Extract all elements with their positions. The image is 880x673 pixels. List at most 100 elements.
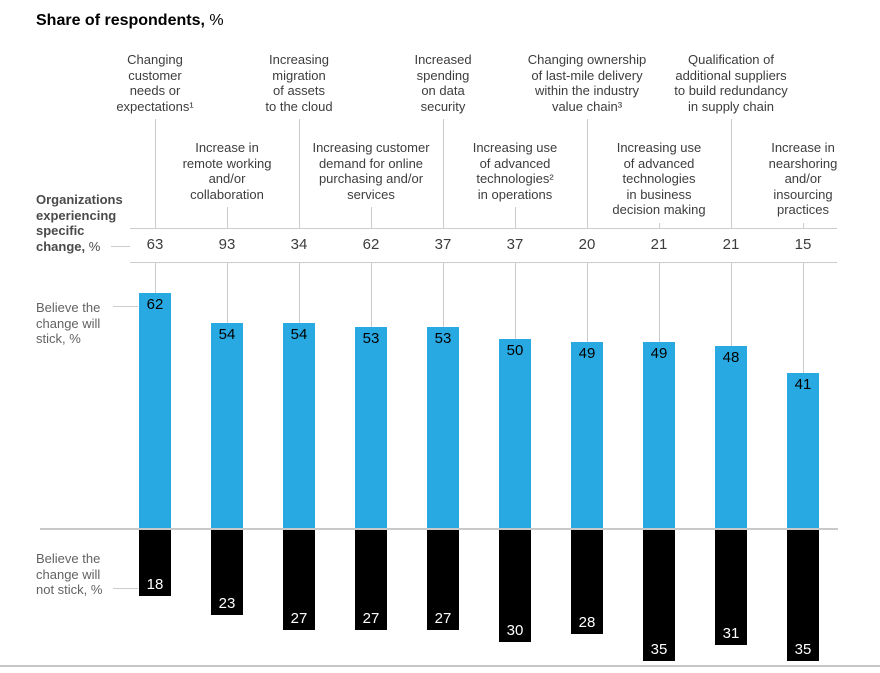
column-header-line: and/or — [784, 171, 822, 186]
stick-bar: 53 — [427, 327, 459, 528]
stick-bar-value: 54 — [218, 326, 236, 344]
header-tick-line — [802, 222, 804, 228]
experiencing-value: 63 — [146, 236, 164, 253]
experiencing-value: 15 — [794, 236, 812, 253]
stick-bar: 48 — [715, 346, 747, 528]
column-header-line: Increase in — [195, 140, 259, 155]
experiencing-value: 93 — [218, 236, 236, 253]
stick-bar-value: 53 — [434, 330, 452, 348]
column-header-line: Changing — [127, 52, 183, 67]
not-stick-bar-value: 27 — [434, 610, 452, 628]
column-header-line: of advanced — [479, 155, 551, 171]
column-header: Increase in nearshoring and/or insourcing pr… — [718, 140, 880, 218]
column-header-line: within the industry — [534, 83, 640, 98]
chart-title-text: Share of respondents, — [36, 12, 205, 29]
connector-line — [586, 262, 588, 343]
label-line: experiencing — [36, 207, 117, 223]
column-header-line: Increasing customer — [312, 140, 430, 155]
stick-bar-value: 41 — [794, 375, 812, 393]
connector-line — [442, 262, 444, 328]
series-label-not-stick: Believe the change will not stick, % — [36, 551, 102, 598]
stick-bar-value: 48 — [722, 349, 740, 367]
column-header: Increasing customer demand for online purc… — [286, 140, 456, 202]
not-stick-bar: 27 — [427, 528, 459, 631]
header-tick-line — [370, 207, 372, 228]
column-header: Increasing migration of assets to the cloud — [214, 52, 384, 114]
column-header-line: technologies² — [476, 171, 554, 186]
header-tick-line — [298, 119, 300, 228]
column-header-line: Increase in — [771, 140, 835, 155]
column-header-line: collaboration — [190, 186, 264, 202]
column-header-line: in business — [626, 186, 692, 202]
chart-title: Share of respondents, % — [36, 12, 224, 30]
not-stick-bar: 27 — [283, 528, 315, 631]
column-header-line: of advanced — [623, 155, 695, 171]
header-tick-line — [514, 207, 516, 228]
not-stick-bar: 31 — [715, 528, 747, 646]
stick-bar: 41 — [787, 372, 819, 528]
column-header-line: of assets — [272, 83, 326, 98]
stick-bar-value: 49 — [578, 345, 596, 363]
column-header-line: practices — [776, 202, 830, 217]
stick-bar: 49 — [571, 342, 603, 528]
experiencing-value: 21 — [722, 236, 740, 253]
stick-bar-value: 50 — [506, 341, 524, 359]
column-header-line: in supply chain — [688, 98, 774, 114]
label-line: Believe the — [36, 300, 101, 315]
label-line: Believe the — [36, 551, 101, 566]
column-header-line: technologies — [622, 171, 696, 186]
column-header-line: purchasing and/or — [318, 171, 424, 186]
not-stick-bar: 35 — [787, 528, 819, 661]
stick-bar: 50 — [499, 338, 531, 528]
label-line: change will — [36, 315, 101, 331]
experiencing-value: 20 — [578, 236, 596, 253]
experiencing-value: 62 — [362, 236, 380, 253]
header-tick-line — [442, 119, 444, 228]
column-header-line: security — [420, 98, 466, 114]
not-stick-bar: 18 — [139, 528, 171, 597]
column-header-line: nearshoring — [768, 155, 838, 171]
label-line: not stick, % — [36, 582, 103, 597]
column-header-line: and/or — [208, 171, 246, 186]
stick-bar: 54 — [283, 323, 315, 528]
experiencing-value: 37 — [434, 236, 452, 253]
series-label-experiencing: Organizations experiencing specific chan… — [36, 192, 123, 254]
not-stick-bar-value: 30 — [506, 621, 524, 639]
column-header-line: customer — [128, 67, 182, 83]
column-header-line: Changing ownership — [527, 52, 647, 67]
connector-line — [730, 262, 732, 347]
not-stick-bar-value: 27 — [362, 610, 380, 628]
not-stick-bar-value: 18 — [146, 576, 164, 594]
column-header-line: value chain³ — [551, 98, 623, 114]
connector-line — [370, 262, 372, 328]
values-band-bottom-line — [130, 262, 837, 263]
column-header-line: spending — [416, 67, 470, 83]
leader-dash-stick — [113, 306, 138, 307]
column-header: Changing ownership of last-mile delivery w… — [502, 52, 672, 114]
label-line: specific — [36, 223, 85, 238]
stick-bar-value: 62 — [146, 296, 164, 314]
label-line: change, % — [36, 239, 123, 255]
stick-bar-value: 53 — [362, 330, 380, 348]
label-line: change will — [36, 566, 101, 582]
column-header-line: insourcing — [773, 186, 833, 202]
stick-bar-value: 49 — [650, 345, 668, 363]
not-stick-bar-value: 35 — [794, 640, 812, 658]
bottom-rule — [0, 665, 880, 667]
not-stick-bar: 28 — [571, 528, 603, 635]
not-stick-bar-value: 27 — [290, 610, 308, 628]
column-header: Changing customer needs or expectations¹ — [70, 52, 240, 114]
header-tick-line — [658, 222, 660, 228]
leader-dash-not-stick — [113, 588, 138, 589]
not-stick-bar: 30 — [499, 528, 531, 642]
header-tick-line — [154, 119, 156, 228]
leader-dash-experiencing — [111, 246, 130, 247]
column-header-line: Increasing use — [616, 140, 702, 155]
chart-title-unit: % — [204, 12, 224, 29]
zero-axis-line — [40, 528, 838, 530]
column-header-line: Increased — [414, 52, 472, 67]
column-header-line: needs or — [129, 83, 181, 98]
connector-line — [658, 262, 660, 343]
connector-line — [514, 262, 516, 339]
